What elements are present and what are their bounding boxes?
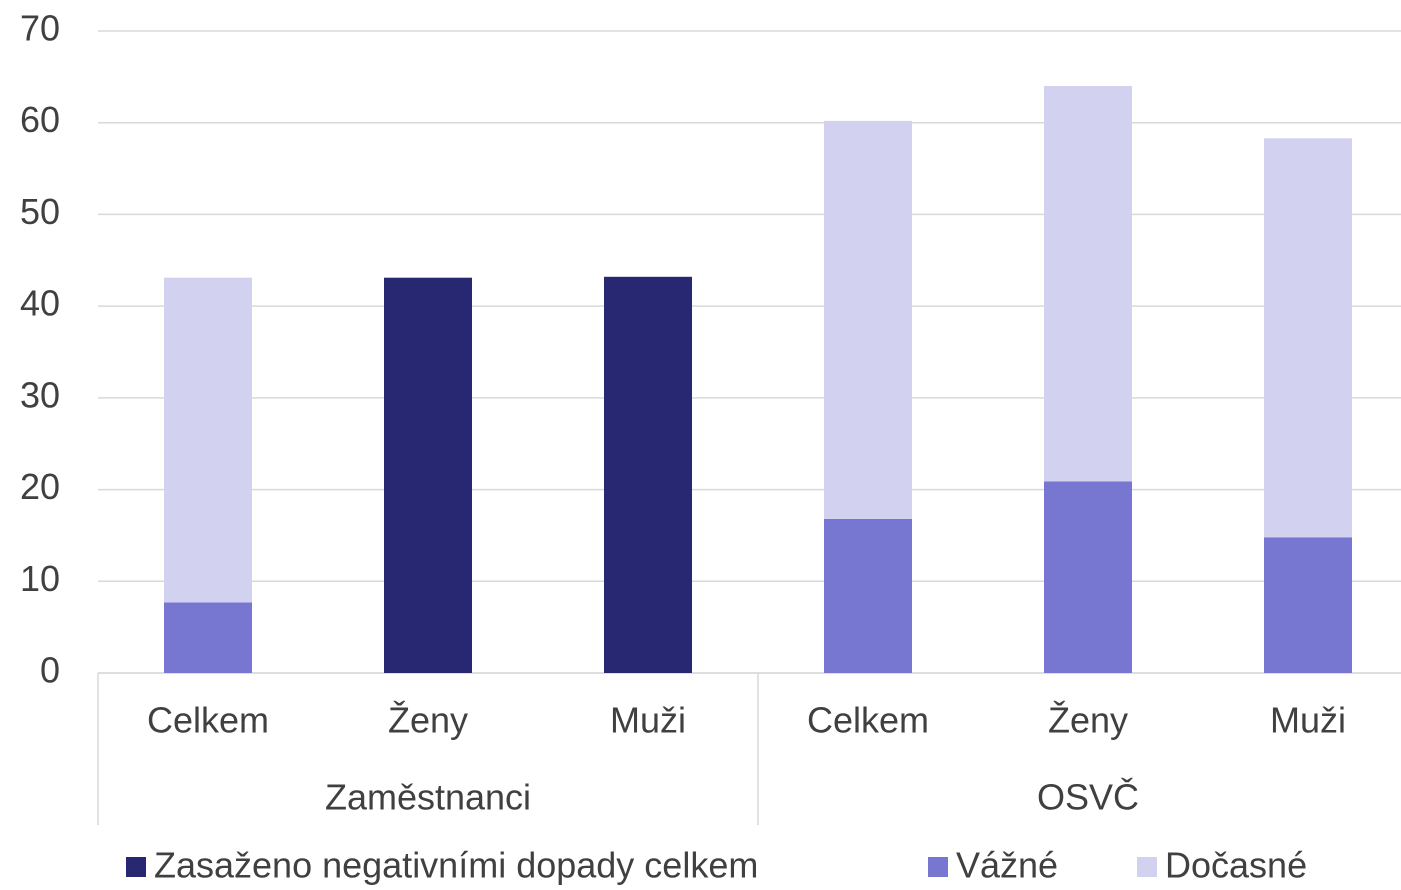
y-tick-label: 20: [20, 466, 60, 507]
y-tick-label: 70: [20, 8, 60, 49]
legend-swatch: [928, 857, 948, 877]
x-tick-label: Ženy: [1048, 700, 1128, 741]
y-tick-label: 30: [20, 374, 60, 415]
legend-label: Dočasné: [1165, 845, 1307, 886]
legend-label: Zasaženo negativními dopady celkem: [154, 845, 758, 886]
y-tick-label: 10: [20, 558, 60, 599]
bar-segment: [824, 120, 912, 519]
x-tick-label: Ženy: [388, 700, 468, 741]
x-tick-label: Muži: [610, 700, 686, 741]
y-tick-label: 50: [20, 191, 60, 232]
y-tick-label: 60: [20, 99, 60, 140]
legend-swatch: [126, 857, 146, 877]
legend-swatch: [1137, 857, 1157, 877]
y-tick-label: 0: [40, 650, 60, 691]
bar-segment: [384, 277, 472, 673]
bar-segment: [824, 518, 912, 673]
bar-segment: [164, 277, 252, 603]
bar-segment: [1264, 537, 1352, 673]
group-label: Zaměstnanci: [325, 777, 531, 818]
x-tick-label: Celkem: [807, 700, 929, 741]
bar-segment: [1044, 86, 1132, 482]
y-tick-label: 40: [20, 283, 60, 324]
bar-segment: [604, 276, 692, 673]
bar-segment: [164, 602, 252, 673]
x-tick-label: Celkem: [147, 700, 269, 741]
legend-label: Vážné: [956, 845, 1058, 886]
bar-segment: [1264, 138, 1352, 538]
bar-segment: [1044, 481, 1132, 673]
group-label: OSVČ: [1037, 777, 1139, 818]
x-tick-label: Muži: [1270, 700, 1346, 741]
